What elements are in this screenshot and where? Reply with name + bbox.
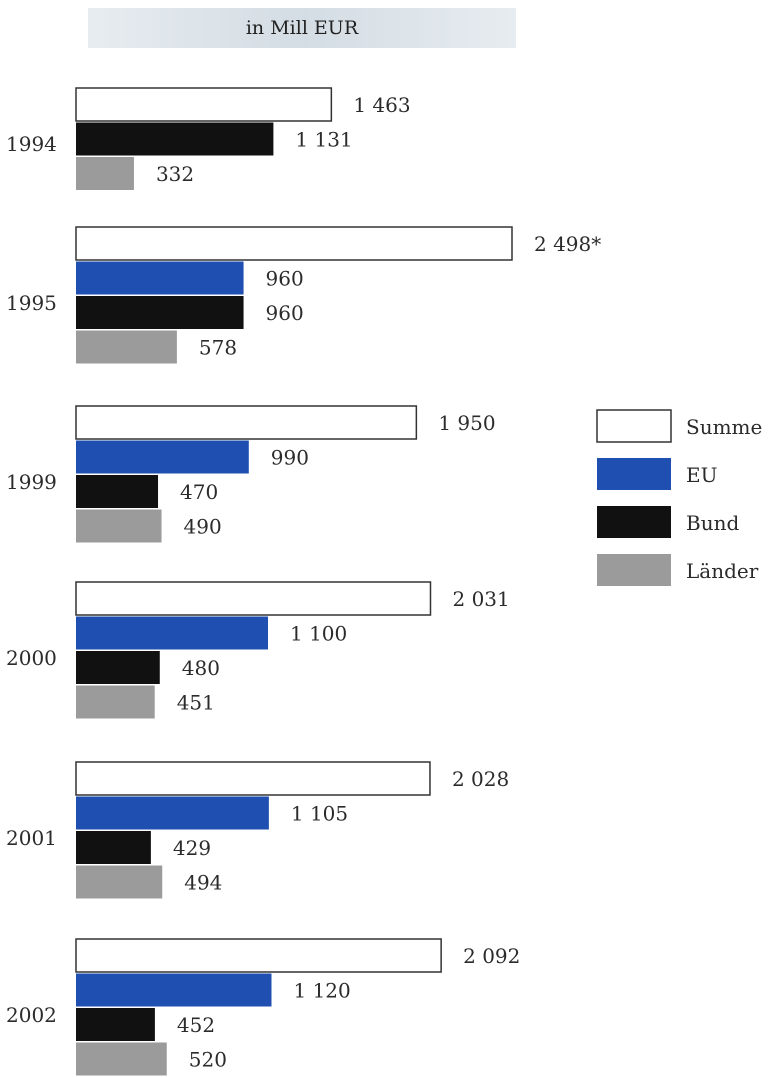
bar-bund-2002 xyxy=(76,1008,155,1041)
bar-bund-2000 xyxy=(76,651,160,684)
bar-länder-1994 xyxy=(76,157,134,190)
value-label-länder-2000: 451 xyxy=(177,691,215,715)
value-label-länder-2002: 520 xyxy=(189,1048,227,1072)
value-label-summe-2000: 2 031 xyxy=(452,587,509,611)
value-label-summe-2001: 2 028 xyxy=(452,767,509,791)
legend-swatch-bund xyxy=(597,506,671,538)
value-label-eu-2002: 1 120 xyxy=(293,979,350,1003)
year-label-2002: 2002 xyxy=(6,1003,57,1027)
year-label-1994: 1994 xyxy=(6,132,57,156)
value-label-bund-2002: 452 xyxy=(177,1013,215,1037)
bar-bund-1999 xyxy=(76,475,159,508)
value-label-summe-1995: 2 498* xyxy=(534,232,601,256)
value-label-bund-2001: 429 xyxy=(173,836,211,860)
bar-eu-1995 xyxy=(76,261,244,295)
bar-summe-2002 xyxy=(75,938,442,973)
bar-länder-2002 xyxy=(76,1042,167,1076)
value-label-summe-2002: 2 092 xyxy=(463,944,520,968)
value-label-summe-1994: 1 463 xyxy=(353,93,410,117)
legend-swatch-summe xyxy=(596,409,672,443)
legend-label-eu: EU xyxy=(686,463,717,487)
bar-eu-2002 xyxy=(76,973,272,1007)
bar-eu-2001 xyxy=(76,796,269,830)
legend-label-länder: Länder xyxy=(686,559,759,583)
value-label-eu-2000: 1 100 xyxy=(290,622,347,646)
value-label-bund-2000: 480 xyxy=(182,656,220,680)
bar-summe-1999 xyxy=(75,405,418,440)
value-label-eu-1999: 990 xyxy=(271,446,309,470)
bar-bund-2001 xyxy=(76,831,151,864)
value-label-länder-2001: 494 xyxy=(184,871,222,895)
value-label-eu-2001: 1 105 xyxy=(291,802,348,826)
legend-label-summe: Summe xyxy=(686,415,762,439)
value-label-länder-1994: 332 xyxy=(156,162,194,186)
title-band xyxy=(88,8,516,48)
value-label-bund-1994: 1 131 xyxy=(295,128,352,152)
bar-eu-1999 xyxy=(76,440,249,474)
bar-länder-1999 xyxy=(76,509,162,543)
value-label-bund-1999: 470 xyxy=(180,480,218,504)
bar-summe-1994 xyxy=(75,87,333,122)
legend-label-bund: Bund xyxy=(686,511,739,535)
year-label-1999: 1999 xyxy=(6,470,57,494)
value-label-summe-1999: 1 950 xyxy=(438,411,495,435)
value-label-länder-1995: 578 xyxy=(199,336,237,360)
chart-title: in Mill EUR xyxy=(245,17,359,39)
bar-länder-2001 xyxy=(76,865,163,899)
bar-summe-2001 xyxy=(75,761,431,796)
value-label-bund-1995: 960 xyxy=(266,301,304,325)
year-label-2000: 2000 xyxy=(6,646,57,670)
bar-länder-2000 xyxy=(76,685,155,719)
bar-summe-2000 xyxy=(75,581,432,616)
year-label-2001: 2001 xyxy=(6,826,57,850)
bar-summe-1995 xyxy=(75,226,513,261)
legend-swatch-eu xyxy=(597,458,671,490)
value-label-länder-1999: 490 xyxy=(184,515,222,539)
bar-länder-1995 xyxy=(76,330,177,364)
value-label-eu-1995: 960 xyxy=(266,267,304,291)
legend-swatch-länder xyxy=(597,554,671,586)
bar-eu-2000 xyxy=(76,616,268,650)
bar-bund-1995 xyxy=(76,296,244,329)
year-label-1995: 1995 xyxy=(6,291,57,315)
bar-bund-1994 xyxy=(76,122,274,156)
